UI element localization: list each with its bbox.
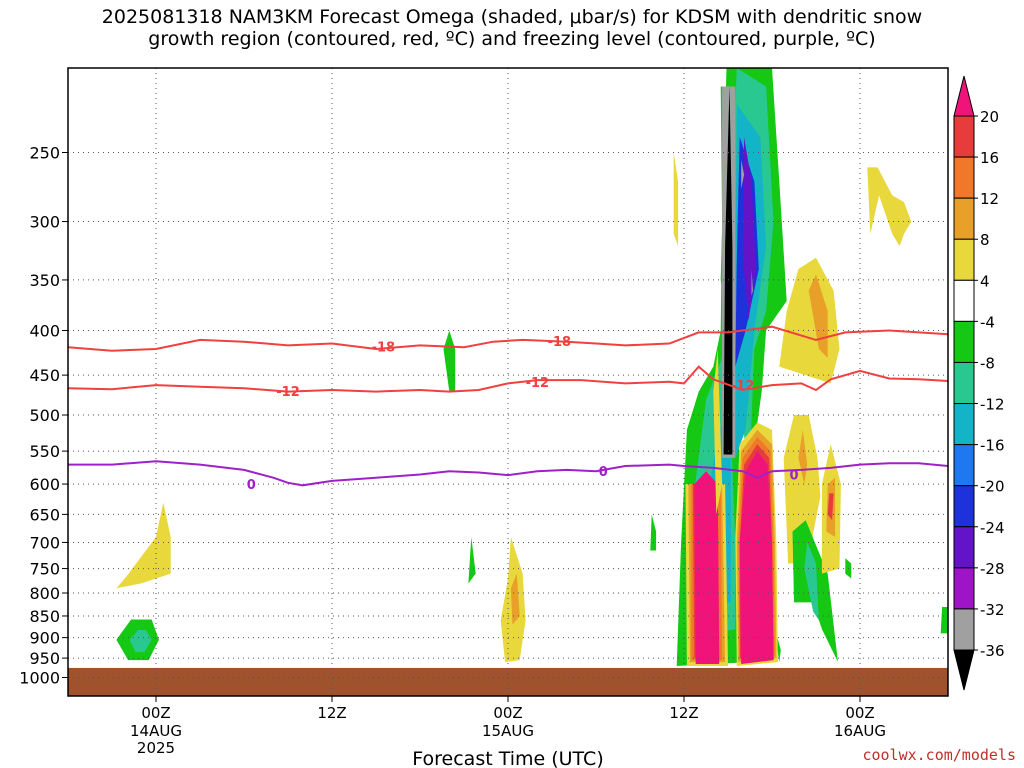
x-tick-label-1: 12Z xyxy=(317,704,346,722)
colorbar-band-11 xyxy=(953,526,975,569)
ground-fill xyxy=(68,667,948,696)
colorbar-label-11: -28 xyxy=(980,560,1005,578)
omega-region-32 xyxy=(779,257,840,384)
ground-layer xyxy=(68,667,948,696)
x-tick-label-2: 00Z xyxy=(493,704,522,722)
omega-region-17 xyxy=(713,349,723,515)
omega-region-33 xyxy=(808,274,828,358)
contour-label-4: -12 xyxy=(731,379,755,394)
y-tick-label-250: 250 xyxy=(29,144,60,163)
colorbar-band-5 xyxy=(953,279,975,322)
x-tick-sublabel-0-1: 2025 xyxy=(137,739,175,757)
contour-label-1: -18 xyxy=(548,335,572,350)
x-axis-title: Forecast Time (UTC) xyxy=(412,748,603,768)
omega-region-34 xyxy=(783,415,821,564)
omega-region-31 xyxy=(739,451,774,664)
omega-region-43 xyxy=(940,607,948,634)
contour-label-0: -18 xyxy=(372,340,396,355)
colorbar-label-6: -8 xyxy=(980,354,995,372)
contour-label-2: -12 xyxy=(276,385,300,400)
omega-region-0 xyxy=(116,502,171,589)
colorbar-band-3 xyxy=(953,197,975,240)
y-tick-label-350: 350 xyxy=(29,271,60,290)
omega-region-37 xyxy=(804,542,819,621)
x-tick-label-3: 12Z xyxy=(669,704,698,722)
chart-title-line-1: 2025081318 NAM3KM Forecast Omega (shaded… xyxy=(101,6,923,28)
y-tick-label-900: 900 xyxy=(29,629,60,648)
axes-layer: 250 300 350 400 450 500 550 600 650 700 750 800 850 9… xyxy=(19,67,949,768)
omega-region-24 xyxy=(741,160,745,189)
colorbar-label-2: 12 xyxy=(980,190,999,208)
x-tick-label-4: 00Z xyxy=(845,704,874,722)
omega-region-40 xyxy=(827,493,834,521)
contour-layer: -18 -18 -12 -12 -12 0 0 0 xyxy=(67,325,949,493)
y-tick-label-700: 700 xyxy=(29,533,60,552)
colorbar-label-8: -16 xyxy=(980,437,1005,455)
omega-region-2 xyxy=(129,630,152,653)
y-tick-label-750: 750 xyxy=(29,560,60,579)
colorbar-band-13 xyxy=(953,608,975,651)
colorbar-band-1 xyxy=(953,115,975,158)
colorbar-label-3: 8 xyxy=(980,231,990,249)
colorbar-label-1: 16 xyxy=(980,149,999,167)
omega-region-26 xyxy=(723,86,733,455)
colorbar-band-4 xyxy=(953,238,975,281)
colorbar-label-12: -32 xyxy=(980,601,1005,619)
omega-region-7 xyxy=(650,514,657,551)
colorbar-band-7 xyxy=(953,361,975,405)
omega-region-22 xyxy=(742,137,756,321)
omega-region-42 xyxy=(867,167,912,246)
omega-region-23 xyxy=(751,269,753,296)
contour-label-7: 0 xyxy=(789,468,798,483)
chart-title-line-2: growth region (contoured, red, ºC) and f… xyxy=(148,28,876,50)
colorbar-band-8 xyxy=(953,403,975,446)
colorbar-top-arrow xyxy=(953,75,975,117)
colorbar-label-13: -36 xyxy=(980,642,1005,660)
colorbar: 20 16 12 8 4 -4 -8 -12 -16 -20 -24 -28 -32 -36 xyxy=(953,75,1005,691)
y-tick-label-300: 300 xyxy=(29,213,60,232)
omega-region-6 xyxy=(468,537,476,584)
site-watermark: coolwx.com/models xyxy=(862,746,1016,764)
omega-region-8 xyxy=(673,152,679,246)
contour-label-3: -12 xyxy=(526,376,550,391)
x-tick-sublabel-0-0: 14AUG xyxy=(130,722,182,740)
y-tick-label-800: 800 xyxy=(29,584,60,603)
x-tick-label-0: 00Z xyxy=(141,704,170,722)
contour-line-2 xyxy=(68,460,949,487)
omega-region-3 xyxy=(443,330,456,392)
colorbar-band-12 xyxy=(953,567,975,610)
omega-region-16 xyxy=(694,471,720,664)
y-tick-label-850: 850 xyxy=(29,607,60,626)
colorbar-label-5: -4 xyxy=(980,313,995,331)
colorbar-label-0: 20 xyxy=(980,108,999,126)
y-tick-label-450: 450 xyxy=(29,366,60,385)
colorbar-band-10 xyxy=(953,485,975,528)
x-tick-sublabel-4-0: 16AUG xyxy=(834,722,886,740)
omega-shading-layer xyxy=(116,68,948,666)
colorbar-bottom-arrow xyxy=(953,649,975,691)
contour-line-1 xyxy=(67,365,949,393)
grid-layer xyxy=(68,68,948,696)
contour-label-6: 0 xyxy=(599,465,608,480)
colorbar-band-6 xyxy=(953,320,975,363)
y-tick-label-950: 950 xyxy=(29,649,60,668)
omega-region-5 xyxy=(510,573,520,625)
colorbar-band-2 xyxy=(953,156,975,199)
colorbar-label-9: -20 xyxy=(980,478,1005,496)
contour-line-0 xyxy=(67,325,949,352)
colorbar-band-9 xyxy=(953,444,975,487)
y-tick-label-500: 500 xyxy=(29,406,60,425)
colorbar-label-4: 4 xyxy=(980,272,990,290)
colorbar-label-7: -12 xyxy=(980,396,1005,414)
contour-label-5: 0 xyxy=(247,478,256,493)
y-tick-label-650: 650 xyxy=(29,505,60,524)
y-tick-label-400: 400 xyxy=(29,322,60,341)
y-tick-label-600: 600 xyxy=(29,475,60,494)
x-tick-sublabel-2-0: 15AUG xyxy=(482,722,534,740)
y-tick-label-1000: 1000 xyxy=(19,669,60,688)
y-tick-label-550: 550 xyxy=(29,442,60,461)
colorbar-label-10: -24 xyxy=(980,519,1005,537)
